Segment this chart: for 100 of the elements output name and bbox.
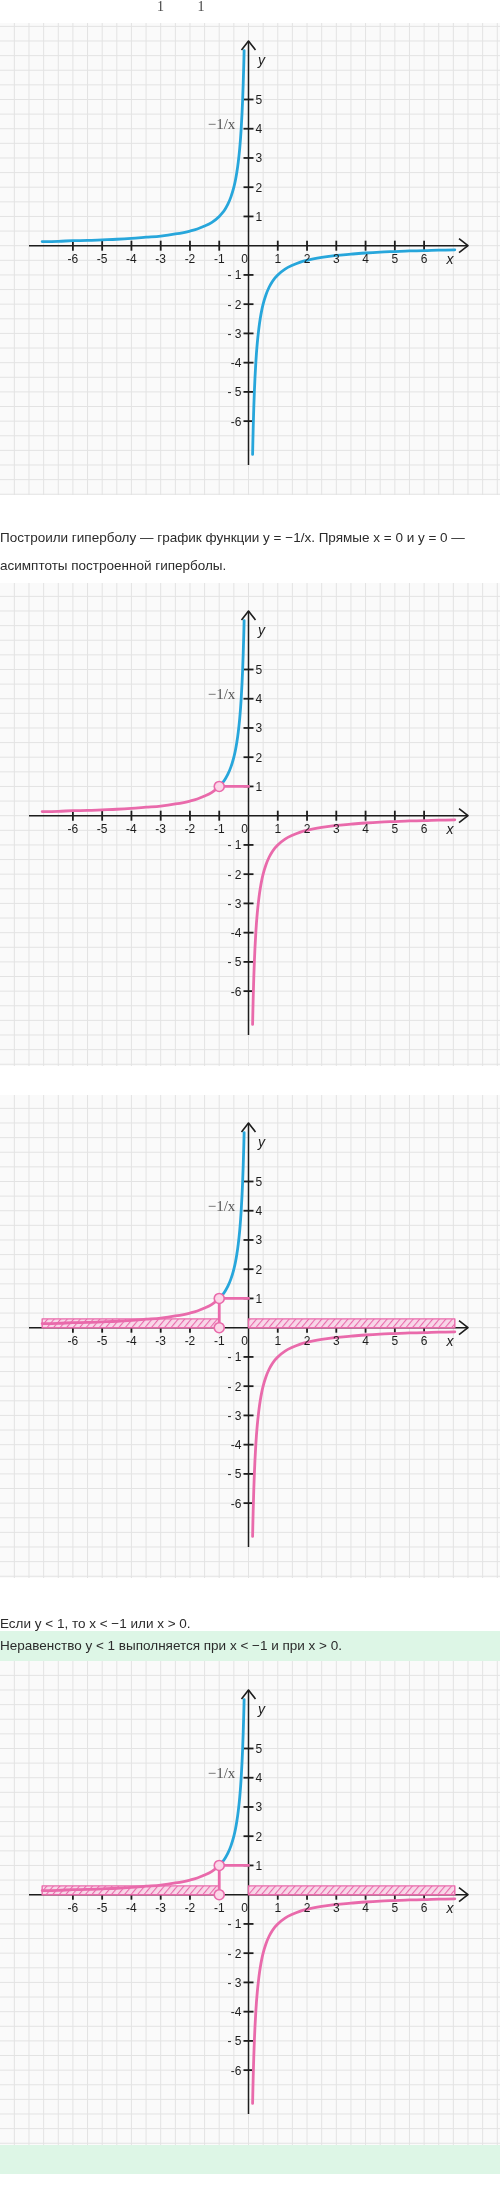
- x-tick-label: -5: [96, 821, 108, 836]
- x-axis-title: x: [445, 1899, 455, 1916]
- y2-tick-label: 1: [255, 779, 263, 794]
- x-tick-label: 5: [391, 1900, 399, 1915]
- y2-tick-label: 5: [255, 1741, 263, 1756]
- x-tick-label: -2: [184, 821, 196, 836]
- x-tick-label: 2: [303, 821, 311, 836]
- x-tick-label: 5: [391, 251, 399, 266]
- y-tick-label: - 5: [227, 1467, 242, 1482]
- y2-tick-label: 5: [255, 1174, 263, 1189]
- annotation: −1/x: [207, 1197, 236, 1214]
- y2-tick-label: 3: [255, 151, 263, 166]
- x-tick-label: -2: [184, 251, 196, 266]
- x-tick-label: 4: [362, 1900, 370, 1915]
- y2-axis-title: y: [257, 52, 266, 68]
- x-tick-label: -4: [126, 1900, 138, 1915]
- y-tick-label: -6: [230, 984, 242, 999]
- x-axis-title: x: [445, 250, 455, 267]
- x-tick-label: -5: [96, 1333, 108, 1348]
- x-tick-label: 1: [274, 1900, 282, 1915]
- x-tick-label: 5: [391, 821, 399, 836]
- x-tick-label: -2: [184, 1900, 196, 1915]
- y-tick-label: - 3: [227, 896, 242, 911]
- y-tick-label: -4: [230, 926, 242, 941]
- text: Построили гиперболу — график функции y = −1/x. Прямые x = 0 и y = 0 — асимптоты построенной гиперболы.: [0, 529, 466, 575]
- y2-tick-label: 1: [255, 209, 263, 224]
- x-tick-label: 2: [303, 1333, 311, 1348]
- x-tick-label: 1: [274, 251, 282, 266]
- x-tick-label: -1: [213, 251, 225, 266]
- y2-tick-label: 3: [255, 1800, 263, 1815]
- y-tick-label: - 1: [227, 838, 242, 853]
- x-tick-label: -1: [213, 1900, 225, 1915]
- x-tick-label: 4: [362, 821, 370, 836]
- x-tick-label: 3: [332, 821, 340, 836]
- annotation: −1/x: [207, 1764, 236, 1781]
- x-tick-label: -2: [184, 1333, 196, 1348]
- y2-tick-label: 2: [255, 750, 263, 765]
- y-tick-label: -4: [230, 1438, 242, 1453]
- x-tick-label: 6: [420, 821, 428, 836]
- y2-tick-label: 1: [255, 1291, 263, 1306]
- y-tick-label: - 2: [227, 1946, 242, 1961]
- x-axis-title: x: [445, 820, 455, 837]
- x-tick-label: 2: [303, 1900, 311, 1915]
- x-axis-title: x: [445, 1332, 455, 1349]
- y2-tick-label: 3: [255, 1233, 263, 1248]
- y2-tick-label: 4: [255, 122, 263, 137]
- annotation: −1/x: [207, 115, 236, 132]
- y-tick-label: - 2: [227, 297, 242, 312]
- x-tick-label: 6: [420, 1333, 428, 1348]
- x-tick-label: -3: [155, 1900, 167, 1915]
- x-tick-label: -4: [126, 251, 138, 266]
- x-tick-label: -3: [155, 1333, 167, 1348]
- x-tick-label: -3: [155, 251, 167, 266]
- x-tick-label: 0: [241, 1900, 249, 1915]
- y-tick-label: - 5: [227, 385, 242, 400]
- x-tick-label: 3: [332, 1900, 340, 1915]
- x-tick-label: 3: [332, 1333, 340, 1348]
- x-tick-label: 6: [420, 1900, 428, 1915]
- y-tick-label: - 3: [227, 326, 242, 341]
- x-tick-label: 1: [274, 1333, 282, 1348]
- x-tick-label: 5: [391, 1333, 399, 1348]
- y2-tick-label: 4: [255, 692, 263, 707]
- y-tick-label: - 5: [227, 2034, 242, 2049]
- x-tick-label: 6: [420, 251, 428, 266]
- x-tick-label: 4: [362, 251, 370, 266]
- y-tick-label: - 2: [227, 1379, 242, 1394]
- x-tick-label: 4: [362, 1333, 370, 1348]
- x-tick-label: -5: [96, 251, 108, 266]
- x-tick-label: 0: [241, 1333, 249, 1348]
- x-tick-label: -1: [213, 1333, 225, 1348]
- y-tick-label: - 1: [227, 1917, 242, 1932]
- x-tick-label: -3: [155, 821, 167, 836]
- y2-tick-label: 1: [255, 1858, 263, 1873]
- x-tick-label: -4: [126, 821, 138, 836]
- y2-tick-label: 4: [255, 1771, 263, 1786]
- y2-axis-title: y: [257, 1134, 266, 1150]
- y-tick-label: -6: [230, 1496, 242, 1511]
- x-tick-label: -6: [67, 1900, 79, 1915]
- y2-tick-label: 4: [255, 1204, 263, 1219]
- y2-axis-title: y: [257, 622, 266, 638]
- x-tick-label: -1: [213, 821, 225, 836]
- x-tick-label: 2: [303, 251, 311, 266]
- x-tick-label: 0: [241, 821, 249, 836]
- chart-title: 1 1: [157, 0, 205, 14]
- x-tick-label: -4: [126, 1333, 138, 1348]
- chart-title: Неравенство y < 1 выполняется при x < −1 и при x > 0.: [0, 1638, 342, 1654]
- y2-axis-title: y: [257, 1701, 266, 1717]
- y-tick-label: -4: [230, 356, 242, 371]
- y-tick-label: -6: [230, 2063, 242, 2078]
- y2-tick-label: 5: [255, 662, 263, 677]
- y2-tick-label: 2: [255, 1262, 263, 1277]
- annotation: −1/x: [207, 685, 236, 702]
- x-tick-label: 1: [274, 821, 282, 836]
- y-tick-label: - 5: [227, 955, 242, 970]
- y-tick-label: - 3: [227, 1408, 242, 1423]
- y-tick-label: - 2: [227, 867, 242, 882]
- y2-tick-label: 2: [255, 180, 263, 195]
- x-tick-label: -6: [67, 821, 79, 836]
- y-tick-label: -6: [230, 414, 242, 429]
- x-tick-label: -6: [67, 1333, 79, 1348]
